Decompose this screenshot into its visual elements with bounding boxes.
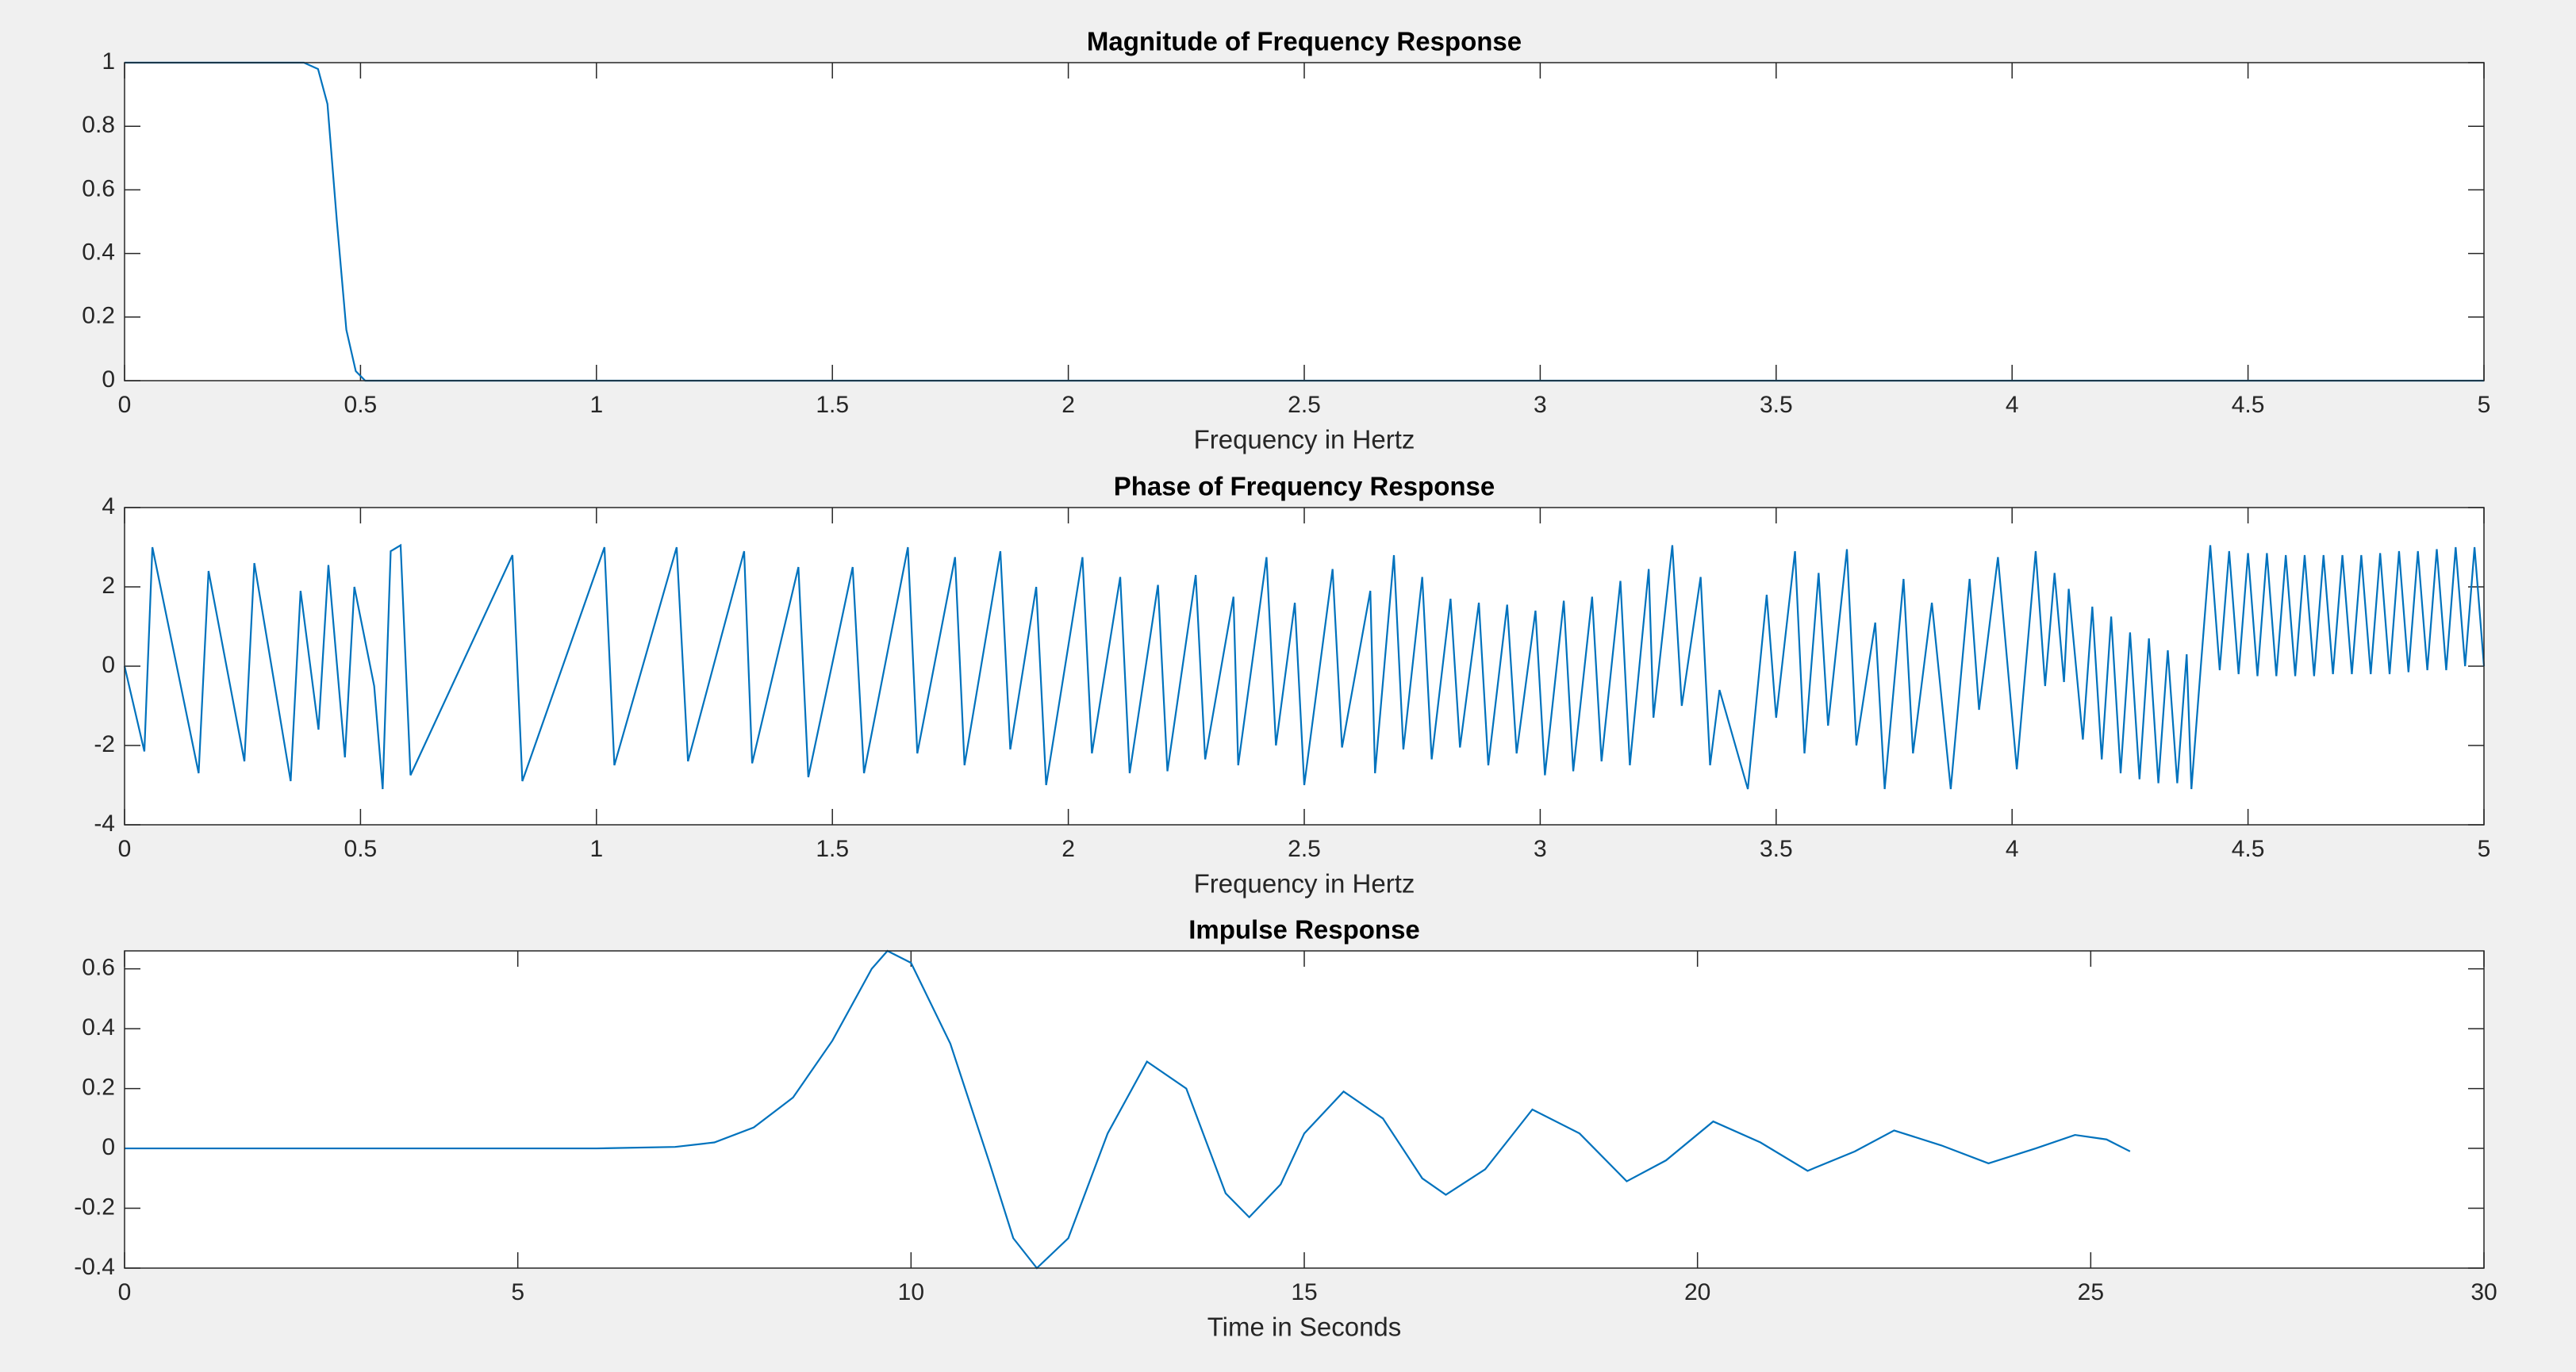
x-tick-label: 1 (589, 392, 603, 418)
axes-box (124, 62, 2485, 381)
x-tick-label: 2 (1061, 392, 1075, 418)
x-tick-label: 3 (1534, 392, 1547, 418)
axes-box (124, 507, 2485, 826)
x-tick-label: 0 (118, 1279, 132, 1305)
y-tick-label: 0.6 (82, 175, 115, 201)
x-tick-label: 4 (2006, 392, 2019, 418)
x-tick-label: 2.5 (1288, 392, 1321, 418)
x-tick-label: 3 (1534, 836, 1547, 862)
y-tick-label: 0.8 (82, 112, 115, 138)
y-tick-label: -2 (94, 731, 115, 757)
y-tick-label: 0.2 (82, 1075, 115, 1101)
x-tick-label: 4.5 (2232, 392, 2265, 418)
axes-background (125, 63, 2484, 381)
x-tick-label: 15 (1291, 1279, 1317, 1305)
y-tick-label: 0 (102, 1134, 115, 1160)
chart-title: Magnitude of Frequency Response (1087, 27, 1522, 56)
x-tick-label: 25 (2078, 1279, 2104, 1305)
y-tick-label: 0.2 (82, 303, 115, 329)
chart-title: Phase of Frequency Response (1114, 472, 1495, 501)
x-tick-label: 30 (2470, 1279, 2497, 1305)
y-tick-label: -4 (94, 811, 115, 837)
x-tick-label: 20 (1684, 1279, 1710, 1305)
x-axis-label: Frequency in Hertz (1194, 425, 1415, 454)
chart-title: Impulse Response (1188, 915, 1420, 945)
x-tick-label: 2 (1061, 836, 1075, 862)
x-tick-label: 3.5 (1760, 836, 1793, 862)
x-tick-label: 3.5 (1760, 392, 1793, 418)
y-tick-label: 1 (102, 48, 115, 75)
y-tick-label: 0.6 (82, 955, 115, 981)
y-tick-label: 0.4 (82, 240, 115, 266)
y-tick-label: 0 (102, 652, 115, 678)
x-tick-label: 4 (2006, 836, 2019, 862)
x-tick-label: 5 (2478, 392, 2491, 418)
data-line (125, 949, 2131, 1270)
y-tick-label: 0 (102, 366, 115, 393)
axes-background (125, 951, 2484, 1268)
y-tick-label: -0.2 (74, 1194, 115, 1220)
y-tick-label: 2 (102, 573, 115, 599)
x-tick-label: 0.5 (344, 392, 378, 418)
x-tick-label: 5 (511, 1279, 524, 1305)
x-tick-label: 10 (898, 1279, 924, 1305)
axes-box (124, 950, 2485, 1269)
x-tick-label: 0 (118, 836, 132, 862)
x-tick-label: 0 (118, 392, 132, 418)
x-axis-label: Frequency in Hertz (1194, 869, 1415, 899)
data-line (123, 543, 2486, 790)
x-axis-label: Time in Seconds (1207, 1313, 1402, 1342)
x-tick-label: 2.5 (1288, 836, 1321, 862)
y-tick-label: 4 (102, 493, 115, 519)
x-tick-label: 4.5 (2232, 836, 2265, 862)
x-tick-label: 5 (2478, 836, 2491, 862)
x-tick-label: 0.5 (344, 836, 378, 862)
y-tick-label: -0.4 (74, 1254, 115, 1280)
y-tick-label: 0.4 (82, 1014, 115, 1040)
x-tick-label: 1 (589, 836, 603, 862)
x-tick-label: 1.5 (816, 836, 849, 862)
x-tick-label: 1.5 (816, 392, 849, 418)
